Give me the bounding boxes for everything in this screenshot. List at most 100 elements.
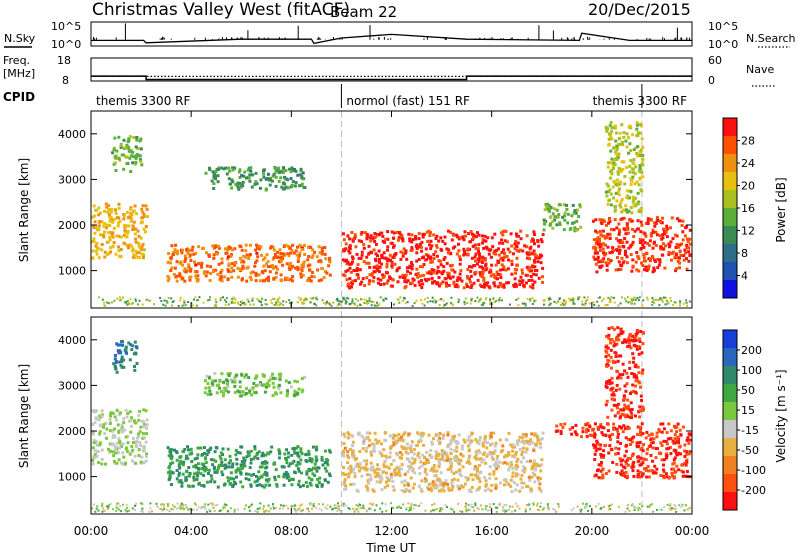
scatter-cell [590,433,594,437]
ground-scatter-cell [375,504,378,507]
scatter-cell [304,481,308,485]
scatter-cell [659,247,663,251]
scatter-cell [421,235,425,239]
scatter-cell [351,279,355,283]
scatter-cell [435,469,439,473]
scatter-cell [180,251,184,255]
scatter-cell [514,271,518,275]
scatter-cell [532,459,536,463]
scatter-cell [635,331,639,335]
scatter-cell [245,253,249,257]
scatter-cell [279,176,283,180]
ground-scatter-cell [273,298,276,300]
ground-scatter-cell [197,299,199,301]
scatter-cell [641,472,645,476]
scatter-cell [242,254,246,258]
scatter-cell [668,446,672,449]
scatter-cell [267,384,271,388]
scatter-cell [382,282,386,286]
scatter-cell [610,172,614,176]
scatter-cell [91,409,95,413]
scatter-cell [595,270,599,274]
scatter-cell [297,462,301,466]
ground-scatter-cell [166,301,169,304]
scatter-cell [366,479,370,483]
scatter-cell [455,442,459,446]
scatter-cell [289,261,292,265]
scatter-cell [311,254,315,257]
scatter-cell [143,436,146,440]
scatter-cell [489,248,493,252]
ground-scatter-cell [278,303,281,306]
scatter-cell [594,246,598,250]
scatter-cell [599,453,603,456]
ground-scatter-cell [372,301,375,303]
scatter-cell [644,436,648,440]
scatter-cell [274,275,278,279]
ground-scatter-cell [357,510,360,513]
scatter-cell [608,237,612,240]
scatter-cell [289,177,293,181]
ground-scatter-cell [397,298,400,301]
scatter-cell [501,268,505,271]
scatter-cell [631,469,635,473]
ground-scatter-cell [237,303,240,306]
scatter-cell [602,234,606,238]
scatter-cell [637,352,641,356]
scatter-cell [641,449,645,453]
ground-scatter-cell [120,298,123,301]
scatter-cell [410,450,413,454]
scatter-cell [611,249,615,253]
scatter-cell [616,172,620,176]
scatter-cell [673,255,677,259]
scatter-cell [528,266,532,270]
ground-scatter-cell [638,296,641,299]
scatter-cell [623,182,627,186]
ground-scatter-cell [105,301,108,304]
scatter-cell [439,489,443,493]
scatter-cell [97,256,101,260]
scatter-cell [639,394,643,398]
scatter-cell [271,174,275,178]
scatter-cell [429,247,433,251]
ground-scatter-cell [480,303,483,306]
scatter-cell [349,448,353,452]
scatter-cell [689,450,692,454]
scatter-cell [255,484,259,487]
scatter-cell [685,257,688,261]
scatter-cell [122,153,126,157]
scatter-cell [482,282,486,286]
scatter-cell [596,427,600,431]
scatter-cell [622,131,626,135]
scatter-cell [169,451,173,455]
scatter-cell [598,229,602,233]
scatter-cell [683,234,687,238]
scatter-cell [122,421,126,425]
scatter-cell [632,389,636,393]
ground-scatter-cell [548,296,551,299]
scatter-cell [374,252,378,256]
scatter-cell [385,475,389,479]
scatter-cell [365,468,369,472]
colorbar-segment [723,118,737,137]
scatter-cell [245,455,249,459]
scatter-cell [291,447,295,451]
ground-scatter-cell [561,301,564,304]
ground-scatter-cell [657,299,660,301]
scatter-cell [494,252,498,256]
ground-scatter-cell [481,508,484,511]
scatter-cell [236,185,240,189]
scatter-cell [670,251,674,255]
ground-scatter-cell [214,298,217,301]
scatter-cell [192,475,196,479]
scatter-cell [281,257,284,261]
colorbar-segment [723,136,737,155]
scatter-cell [142,448,146,452]
scatter-cell [534,468,537,472]
scatter-cell [355,462,359,466]
scatter-cell [240,392,244,396]
scatter-cell [605,399,609,403]
scatter-cell [386,248,389,252]
scatter-cell [503,461,507,465]
scatter-cell [612,327,616,331]
